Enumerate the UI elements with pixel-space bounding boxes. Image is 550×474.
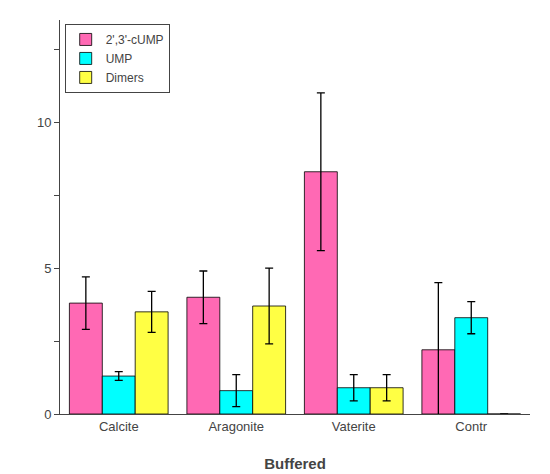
svg-text:Contr: Contr [455,419,487,434]
svg-text:10: 10 [37,115,51,130]
svg-text:Dimers: Dimers [106,71,144,85]
svg-text:Aragonite: Aragonite [208,419,264,434]
svg-text:UMP: UMP [106,52,133,66]
svg-text:5: 5 [44,261,51,276]
svg-text:Buffered: Buffered [264,455,326,472]
svg-text:0: 0 [44,407,51,422]
svg-text:Vaterite: Vaterite [332,419,376,434]
svg-text:2',3'-cUMP: 2',3'-cUMP [106,33,164,47]
svg-text:Calcite: Calcite [99,419,139,434]
